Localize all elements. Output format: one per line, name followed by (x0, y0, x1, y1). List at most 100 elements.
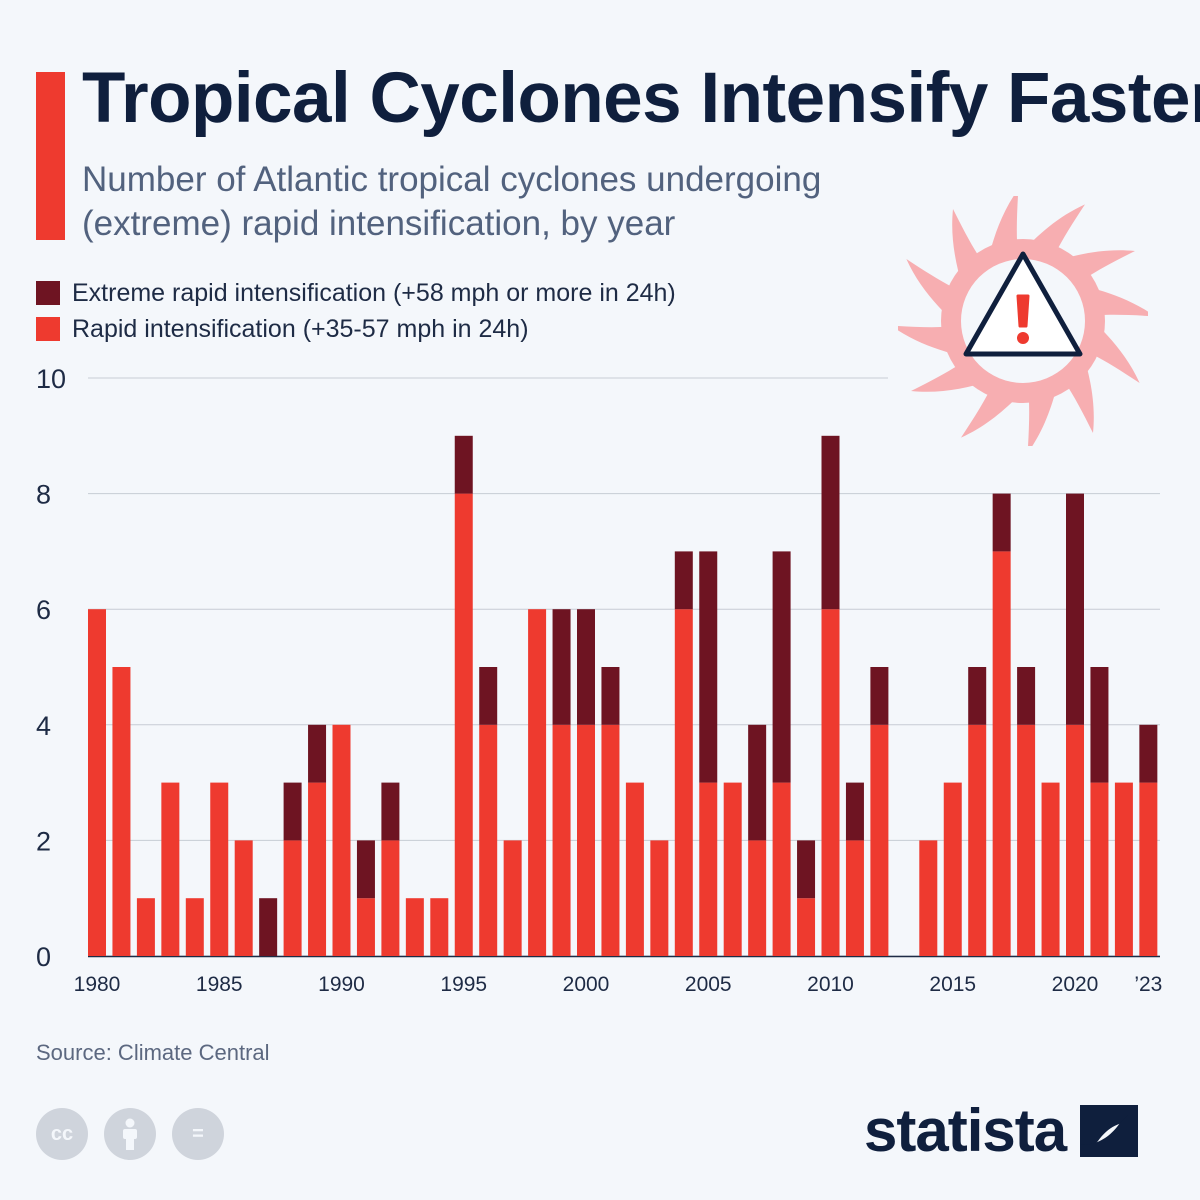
bar-extreme-1992 (381, 782, 400, 841)
bar-extreme-2009 (797, 840, 816, 899)
bar-rapid-1994 (430, 898, 449, 956)
bar-chart: 0 2 4 6 8 10 1980 1985 1990 1995 2000 2005 2010 2015 2… (36, 364, 1162, 996)
bar-rapid-1984 (185, 898, 204, 956)
y-tick-label: 6 (36, 595, 51, 625)
y-tick-label: 2 (36, 826, 51, 856)
bar-rapid-2020 (1066, 724, 1084, 956)
legend-swatch-extreme (36, 281, 60, 305)
bar-rapid-2023 (1139, 782, 1158, 956)
no-derivatives-icon[interactable]: = (172, 1108, 224, 1160)
bar-rapid-1988 (283, 840, 302, 956)
bar-rapid-2010 (821, 609, 840, 956)
bar-rapid-2001 (601, 724, 620, 956)
y-tick-label: 10 (36, 364, 66, 394)
bar-extreme-1987 (259, 898, 278, 956)
nd-icon-label: = (192, 1122, 204, 1145)
x-tick-label: 2000 (563, 973, 610, 996)
x-tick-label: 1990 (318, 973, 365, 996)
bar-rapid-2014 (919, 840, 938, 956)
chart-subtitle: Number of Atlantic tropical cyclones und… (82, 160, 822, 243)
bar-extreme-1989 (308, 724, 327, 783)
bar-extreme-1988 (283, 782, 302, 841)
bar-rapid-1995 (454, 493, 473, 956)
bar-rapid-1996 (479, 724, 498, 956)
legend-swatch-rapid (36, 317, 60, 341)
bar-extreme-2004 (674, 551, 693, 610)
x-tick-label: 1995 (440, 973, 487, 996)
bar-extreme-2007 (748, 724, 767, 841)
bar-rapid-2017 (992, 551, 1011, 956)
bar-rapid-1989 (308, 782, 327, 956)
x-tick-label: 2010 (807, 973, 854, 996)
chart-title: Tropical Cyclones Intensify Faster (82, 59, 1200, 138)
bar-rapid-2005 (699, 782, 718, 956)
x-tick-label: 1985 (196, 973, 243, 996)
bars (88, 435, 1158, 956)
bar-extreme-1995 (454, 435, 473, 494)
bar-rapid-1992 (381, 840, 400, 956)
bar-rapid-1997 (503, 840, 522, 956)
legend-item-rapid: Rapid intensification (+35‑57 mph in 24h… (36, 311, 676, 347)
bar-rapid-1993 (405, 898, 424, 956)
bar-rapid-1991 (356, 898, 375, 956)
y-tick-label: 0 (36, 942, 51, 972)
legend-label-extreme: Extreme rapid intensification (+58 mph o… (72, 278, 676, 307)
bar-extreme-2021 (1090, 667, 1109, 783)
bar-rapid-2012 (870, 724, 889, 956)
bar-rapid-1999 (552, 724, 571, 956)
bar-rapid-2019 (1041, 782, 1060, 956)
bar-rapid-2006 (723, 782, 742, 956)
bar-rapid-1982 (136, 898, 155, 956)
cyclone-warning-icon (898, 196, 1148, 446)
statista-logo[interactable]: statista (864, 1096, 1139, 1165)
license-icons: cc = (36, 1108, 224, 1160)
x-tick-label: ’23 (1134, 973, 1162, 996)
bar-extreme-2023 (1139, 724, 1158, 783)
bar-extreme-2011 (845, 782, 864, 841)
bar-extreme-2001 (601, 667, 620, 725)
attribution-icon[interactable] (104, 1108, 156, 1160)
cc-icon-label: cc (50, 1122, 74, 1145)
bar-extreme-2010 (821, 435, 840, 610)
bar-rapid-2007 (748, 840, 767, 956)
person-icon (123, 1118, 137, 1150)
accent-bar (36, 72, 65, 240)
bar-extreme-2020 (1066, 493, 1084, 725)
bar-rapid-2009 (797, 898, 816, 956)
bar-rapid-2011 (845, 840, 864, 956)
bar-rapid-1985 (210, 782, 229, 956)
warning-exclamation-bar (1016, 294, 1030, 328)
y-tick-label: 4 (36, 711, 51, 741)
legend-label-rapid: Rapid intensification (+35‑57 mph in 24h… (72, 314, 529, 343)
statista-logo-icon (1080, 1104, 1139, 1157)
bar-rapid-2000 (577, 724, 595, 956)
bar-rapid-2004 (674, 609, 693, 956)
x-tick-label: 2015 (929, 973, 976, 996)
bar-extreme-2016 (968, 667, 987, 725)
tick-labels: 0 2 4 6 8 10 1980 1985 1990 1995 2000 2005 2010 2015 2… (36, 364, 1162, 996)
bar-rapid-1986 (234, 840, 253, 956)
bar-rapid-1990 (332, 724, 351, 956)
x-tick-label: 2020 (1052, 973, 1099, 996)
bar-rapid-2015 (943, 782, 962, 956)
bar-rapid-2018 (1017, 724, 1036, 956)
bar-rapid-2022 (1114, 782, 1133, 956)
bar-extreme-2005 (699, 551, 718, 783)
bar-rapid-2021 (1090, 782, 1109, 956)
legend: Extreme rapid intensification (+58 mph o… (36, 275, 676, 347)
x-tick-label: 2005 (685, 973, 732, 996)
bar-extreme-1996 (479, 667, 498, 725)
bar-extreme-2000 (577, 609, 595, 725)
bar-rapid-2003 (650, 840, 669, 956)
bar-rapid-1998 (528, 609, 547, 956)
bar-extreme-2018 (1017, 667, 1036, 725)
bar-rapid-1980 (88, 609, 106, 956)
bar-rapid-2008 (772, 782, 791, 956)
bar-extreme-1999 (552, 609, 571, 725)
brand-name: statista (864, 1097, 1067, 1164)
bar-extreme-2017 (992, 493, 1011, 552)
legend-item-extreme: Extreme rapid intensification (+58 mph o… (36, 275, 676, 311)
bar-extreme-1991 (356, 840, 375, 899)
cc-icon[interactable]: cc (36, 1108, 88, 1160)
bar-rapid-1981 (112, 667, 131, 956)
